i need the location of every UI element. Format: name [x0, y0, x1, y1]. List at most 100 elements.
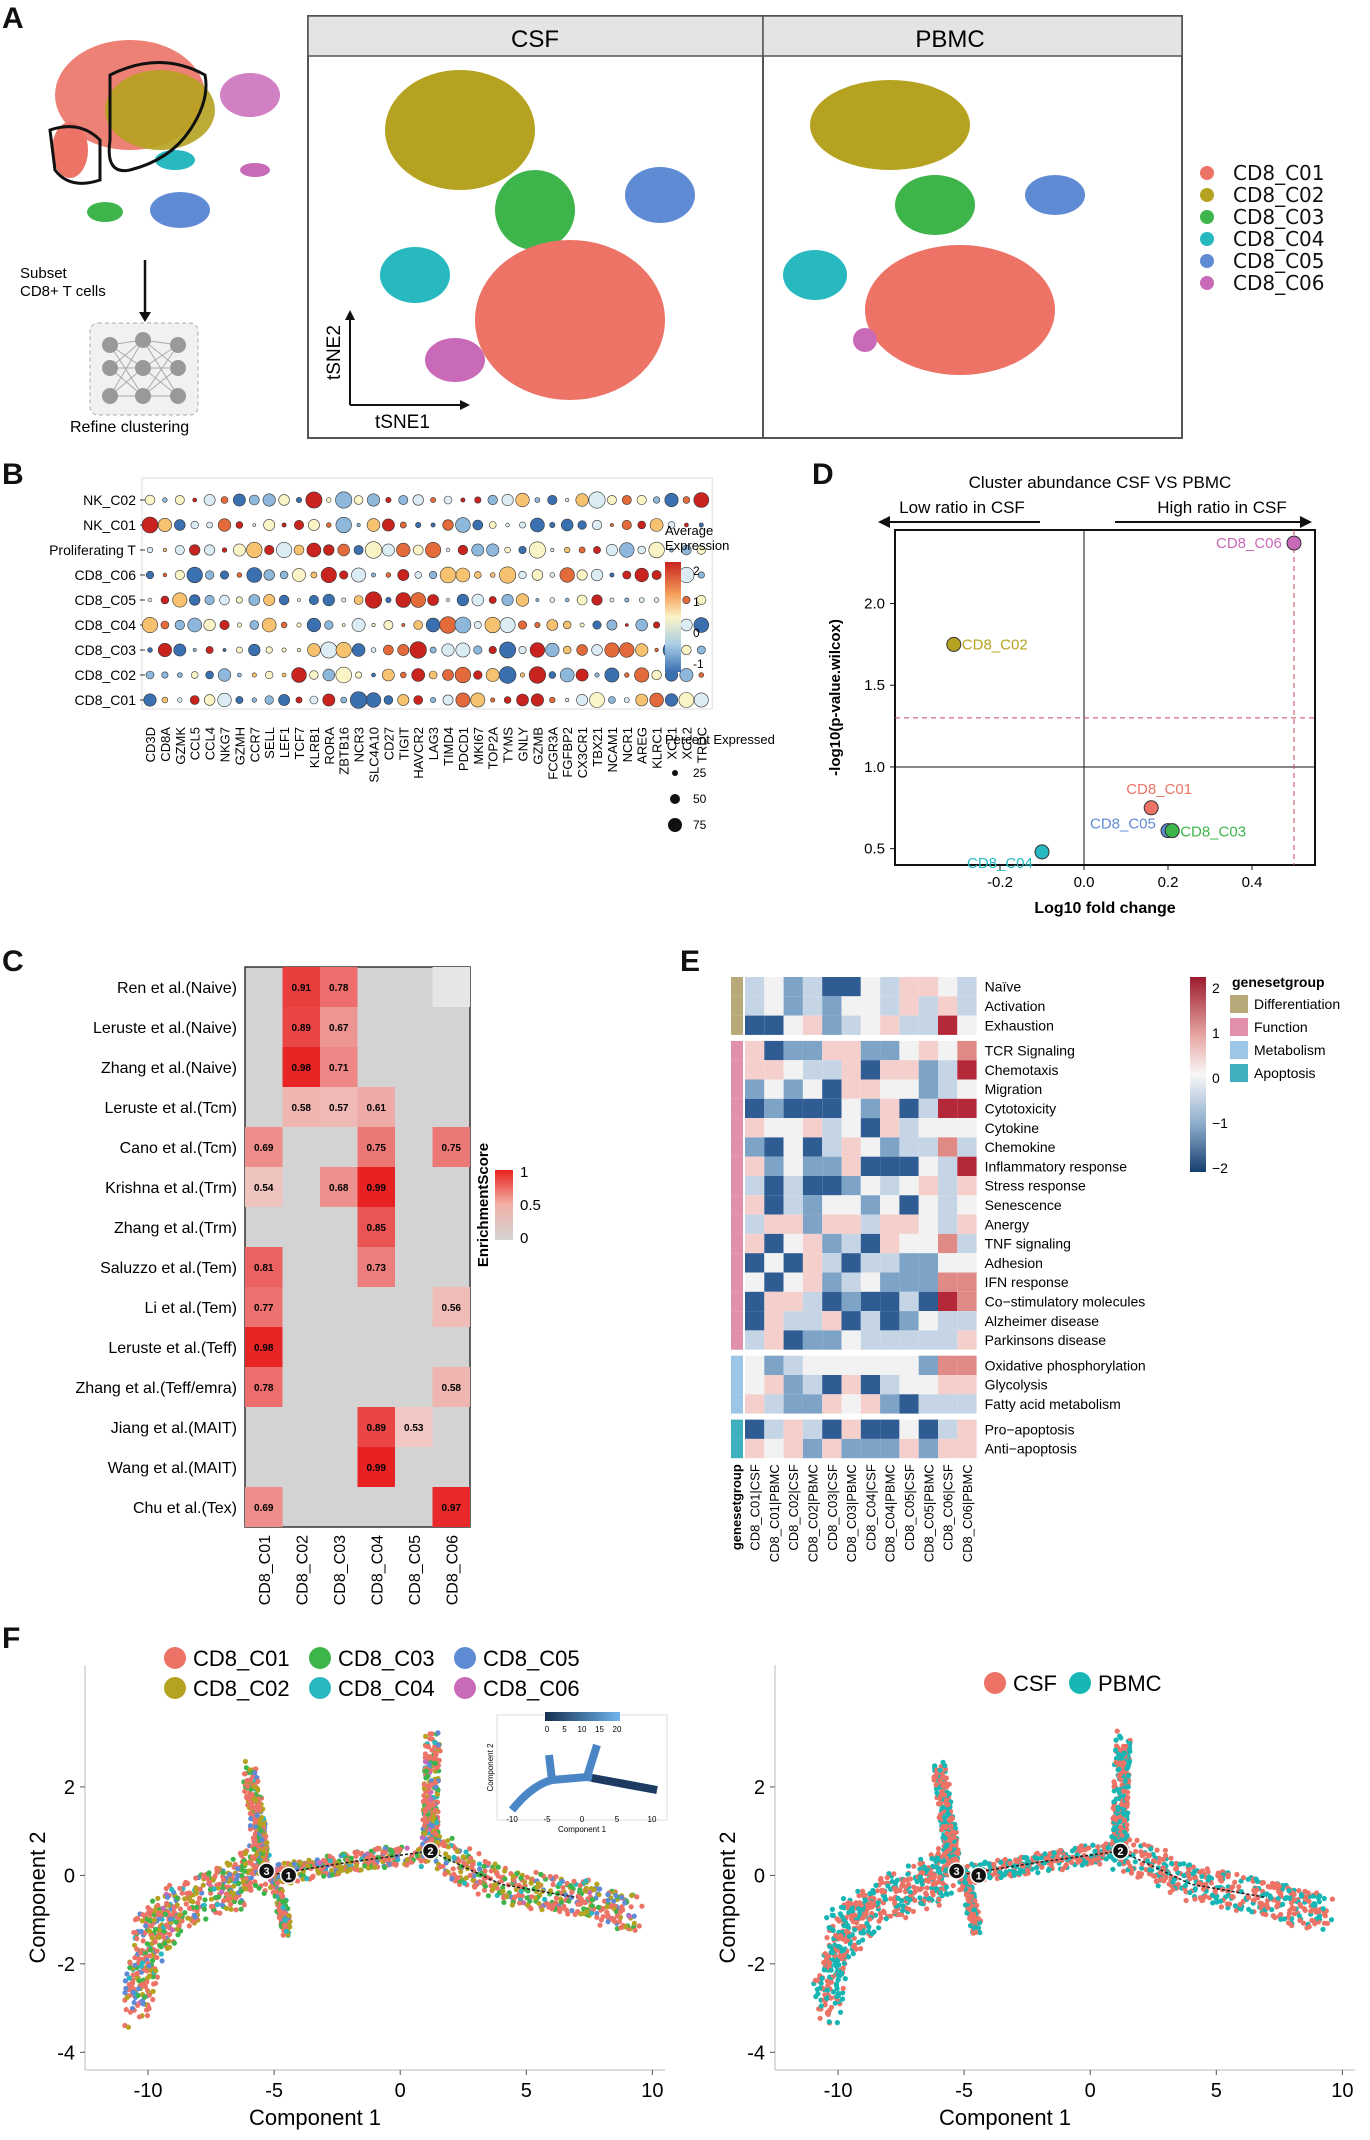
dotplot-dot [693, 492, 710, 508]
dotplot-gene-label: CCL5 [188, 727, 203, 760]
cell-point [594, 1910, 600, 1917]
cell-point [905, 1863, 912, 1869]
dotplot-dot [203, 494, 216, 506]
branch-node-label: 2 [1117, 1846, 1123, 1858]
heatmap-e-cell [783, 996, 803, 1016]
cell-point [258, 1828, 264, 1834]
dotplot-color-tick: 1 [693, 595, 700, 609]
dotplot-colorbar [665, 562, 681, 672]
heatmap-e-cell [802, 1176, 823, 1196]
cell-point [153, 1968, 159, 1974]
dotplot-dot [430, 497, 436, 503]
cell-point [1183, 1897, 1189, 1904]
cell-point [876, 1925, 882, 1931]
heatmap-c-row-label: Zhang et al.(Teff/emra) [75, 1380, 237, 1397]
heatmap-e-cell [764, 1311, 784, 1331]
cell-point [1077, 1858, 1083, 1864]
heatmap-e-row-label: Glycolysis [985, 1377, 1048, 1393]
heatmap-e-cell [783, 1272, 803, 1292]
heatmap-e-cell [802, 1438, 823, 1459]
cell-point [834, 2020, 841, 2026]
dotplot-dot [381, 518, 395, 532]
dotplot-dot [530, 693, 544, 707]
heatmap-e-cell [957, 1137, 977, 1157]
heatmap-e-cell [957, 1394, 977, 1414]
cell-point [148, 1923, 155, 1929]
cell-point [136, 2014, 142, 2020]
cell-point [280, 1898, 286, 1905]
cell-point [609, 1902, 615, 1908]
dotplot-dot [413, 620, 424, 630]
cell-point [239, 1873, 245, 1879]
dotplot-dot [696, 595, 707, 606]
dotplot-dot [293, 544, 305, 556]
cell-point [1278, 1890, 1284, 1896]
dotplot-dot [383, 644, 394, 656]
cell-point [835, 1972, 842, 1978]
inset-tick: 20 [613, 1725, 622, 1734]
dotplot-dot [385, 597, 392, 604]
cell-point [146, 1963, 152, 1969]
heatmap-e-cell [764, 1015, 784, 1035]
heatmap-e-cell [938, 1253, 958, 1273]
cell-point [434, 1791, 440, 1798]
cell-point [1137, 1873, 1143, 1879]
dotplot-dot [296, 648, 301, 653]
cell-point [132, 1942, 138, 1948]
dotplot-dot [619, 642, 635, 658]
dotplot-dot [410, 592, 426, 608]
heatmap-e-cell [880, 1060, 900, 1080]
cell-point [237, 1899, 243, 1905]
dotplot-dot [474, 496, 482, 504]
cell-point [1127, 1748, 1133, 1754]
cell-point [1141, 1842, 1147, 1848]
cell-point [911, 1863, 917, 1869]
heatmap-e-cell [822, 1438, 842, 1459]
cell-point [827, 1944, 833, 1950]
heatmap-e-cell [918, 1233, 938, 1254]
heatmap-e-cell [802, 977, 823, 997]
cell-point [939, 1805, 945, 1811]
cell-point [316, 1870, 322, 1876]
cell-point [991, 1866, 997, 1872]
cell-point [425, 1773, 431, 1779]
cell-point [132, 1917, 139, 1923]
cell-point [423, 1733, 429, 1739]
heatmap-c-cell [357, 1447, 395, 1487]
heatmap-e-cell [764, 1040, 784, 1061]
cell-point [201, 1902, 207, 1908]
heatmap-e-cell [899, 1438, 919, 1459]
cell-point [262, 1881, 269, 1887]
cell-point [132, 1955, 138, 1961]
dotplot-gene-label: KLRC1 [650, 727, 665, 769]
heatmap-e-cell [880, 1214, 900, 1234]
cell-point [138, 1963, 144, 1969]
dotplot-dot [474, 571, 482, 579]
f-legend-csf: CSF [1013, 1671, 1057, 1696]
cell-point [924, 1906, 930, 1912]
heatmap-c-col-label: CD8_C01 [257, 1535, 274, 1605]
cell-point [842, 1976, 848, 1982]
heatmap-c-cell [357, 1207, 395, 1247]
cell-point [911, 1884, 917, 1890]
cell-point [1117, 1771, 1123, 1777]
geneset-group-bar [731, 1330, 743, 1350]
heatmap-c-cell [320, 1047, 358, 1087]
dotplot-dot [147, 647, 153, 653]
cell-point [833, 1983, 840, 1989]
dotplot-dot [651, 570, 662, 580]
scatter-point [946, 636, 962, 652]
legend-dot-c04 [1200, 232, 1214, 246]
dotplot-dot [635, 643, 649, 657]
heatmap-c-row-label: Cano et al.(Tcm) [120, 1140, 237, 1157]
heatmap-c-col-label: CD8_C05 [407, 1535, 424, 1605]
cell-point [1116, 1766, 1122, 1772]
dotplot-dot [576, 569, 588, 581]
heatmap-e-cell [764, 1419, 784, 1439]
heatmap-e-cell [783, 1355, 803, 1375]
cell-point [1192, 1868, 1198, 1874]
dotplot-dot [485, 668, 500, 682]
cell-point [1296, 1888, 1302, 1894]
heatmap-e-row-label: Adhesion [985, 1255, 1043, 1271]
dotplot-dot [578, 546, 586, 554]
